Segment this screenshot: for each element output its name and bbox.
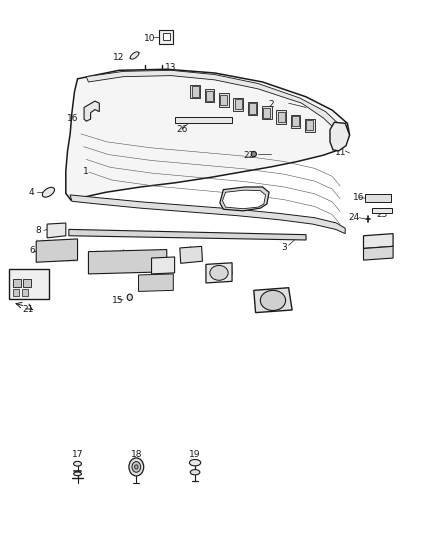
Bar bbox=[278, 112, 285, 122]
Ellipse shape bbox=[129, 458, 144, 476]
Ellipse shape bbox=[190, 470, 200, 475]
Polygon shape bbox=[66, 69, 350, 200]
Bar bbox=[163, 33, 170, 40]
Polygon shape bbox=[70, 195, 345, 233]
Text: 22: 22 bbox=[244, 151, 255, 160]
Text: 25: 25 bbox=[377, 210, 388, 219]
Text: 15: 15 bbox=[112, 296, 124, 305]
Bar bbox=[248, 102, 257, 115]
Polygon shape bbox=[180, 246, 202, 263]
Bar bbox=[372, 208, 392, 214]
Bar bbox=[292, 116, 299, 126]
Bar bbox=[233, 98, 243, 111]
Polygon shape bbox=[206, 263, 232, 283]
Ellipse shape bbox=[127, 294, 132, 301]
Bar bbox=[365, 195, 391, 202]
Bar bbox=[176, 117, 232, 123]
Bar bbox=[262, 106, 272, 119]
Polygon shape bbox=[223, 190, 265, 209]
Bar bbox=[191, 86, 198, 96]
Polygon shape bbox=[47, 223, 66, 238]
Text: 7: 7 bbox=[277, 295, 283, 304]
Polygon shape bbox=[254, 288, 292, 313]
Text: 18: 18 bbox=[131, 450, 142, 459]
Text: 8: 8 bbox=[162, 263, 167, 272]
Bar bbox=[291, 115, 300, 128]
Ellipse shape bbox=[189, 459, 201, 466]
Ellipse shape bbox=[210, 265, 228, 280]
Text: 20: 20 bbox=[25, 279, 37, 288]
Bar bbox=[205, 89, 214, 102]
Text: 21: 21 bbox=[23, 305, 34, 314]
Bar bbox=[206, 91, 213, 101]
Text: 6: 6 bbox=[29, 246, 35, 255]
Bar bbox=[276, 110, 286, 124]
Text: 4: 4 bbox=[29, 188, 35, 197]
Text: 24: 24 bbox=[348, 213, 360, 222]
Text: 8: 8 bbox=[35, 226, 41, 235]
Bar bbox=[219, 93, 229, 107]
Text: 2: 2 bbox=[268, 100, 274, 109]
Text: 14: 14 bbox=[185, 252, 196, 261]
Bar bbox=[22, 289, 28, 296]
Bar bbox=[159, 30, 173, 44]
Bar bbox=[235, 99, 242, 109]
Bar bbox=[13, 289, 19, 296]
Bar bbox=[307, 120, 314, 131]
Bar bbox=[190, 85, 200, 98]
Polygon shape bbox=[220, 187, 269, 211]
Polygon shape bbox=[69, 229, 306, 240]
Polygon shape bbox=[364, 246, 393, 260]
Ellipse shape bbox=[132, 462, 141, 472]
Text: 26: 26 bbox=[177, 125, 188, 134]
Ellipse shape bbox=[42, 187, 54, 197]
Polygon shape bbox=[330, 122, 350, 151]
Polygon shape bbox=[152, 257, 175, 274]
Text: 19: 19 bbox=[189, 450, 201, 459]
Bar bbox=[13, 279, 21, 287]
Text: 9: 9 bbox=[377, 246, 383, 255]
Polygon shape bbox=[84, 101, 99, 121]
Bar bbox=[305, 119, 315, 132]
Bar bbox=[220, 95, 227, 105]
Ellipse shape bbox=[74, 462, 81, 466]
Ellipse shape bbox=[260, 290, 286, 311]
Ellipse shape bbox=[130, 52, 139, 59]
Text: 17: 17 bbox=[72, 450, 83, 459]
Polygon shape bbox=[88, 249, 167, 274]
Text: 12: 12 bbox=[113, 53, 124, 62]
Polygon shape bbox=[364, 233, 393, 248]
Ellipse shape bbox=[74, 472, 81, 475]
Text: 3: 3 bbox=[281, 244, 287, 253]
Text: 10: 10 bbox=[144, 34, 155, 43]
Bar bbox=[9, 269, 49, 300]
Text: 16: 16 bbox=[353, 193, 364, 202]
Bar bbox=[23, 279, 31, 287]
Ellipse shape bbox=[251, 151, 256, 157]
Text: 1: 1 bbox=[83, 166, 89, 175]
Bar bbox=[263, 108, 270, 118]
Text: 13: 13 bbox=[166, 63, 177, 72]
Polygon shape bbox=[36, 239, 78, 262]
Polygon shape bbox=[86, 70, 343, 135]
Bar bbox=[249, 103, 256, 114]
Text: 5: 5 bbox=[116, 258, 122, 266]
Text: 11: 11 bbox=[335, 148, 346, 157]
Text: 23: 23 bbox=[222, 268, 233, 277]
Ellipse shape bbox=[134, 465, 138, 469]
Text: 16: 16 bbox=[67, 114, 79, 123]
Text: 6: 6 bbox=[146, 283, 152, 292]
Polygon shape bbox=[138, 274, 173, 292]
